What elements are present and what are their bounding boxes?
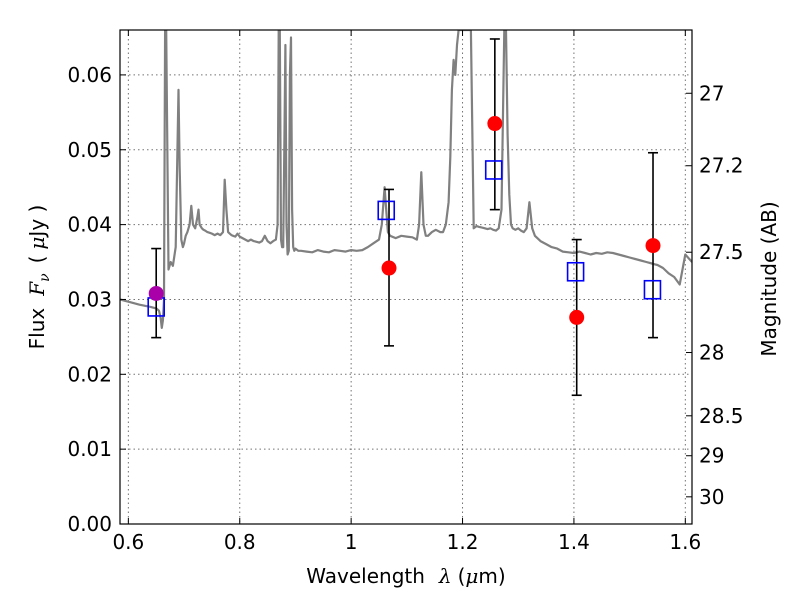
model-band-marker — [566, 261, 585, 282]
plot-frame — [119, 29, 693, 525]
y2-tick-label: 30 — [699, 485, 724, 509]
y-tick-label: 0.06 — [67, 63, 112, 87]
axis-ticks: 0.6 0.8 1 1.2 1.4 1.6 0.00 0.01 0.02 0.03 0.04 0.05… — [67, 30, 744, 554]
x-tick-label: 1 — [345, 530, 358, 554]
y-axis-label: FluxFν(μJy ) — [25, 205, 53, 350]
model-band-marker — [377, 200, 396, 221]
x-tick-label: 1.6 — [669, 530, 701, 554]
x-tick-label: 1.4 — [558, 530, 590, 554]
y-tick-label: 0.05 — [67, 138, 112, 162]
y2-tick-label: 28.5 — [699, 404, 744, 428]
x-tick-label: 1.2 — [447, 530, 479, 554]
x-tick-label: 0.6 — [112, 530, 144, 554]
observed-point — [487, 116, 503, 132]
observed-point — [569, 309, 585, 325]
y2-tick-label: 27 — [699, 81, 724, 105]
x-axis-label: Wavelength λ (μm) — [306, 564, 505, 588]
spectrum-line — [120, 30, 692, 329]
model-band-marker — [643, 279, 662, 300]
y-tick-label: 0.04 — [67, 213, 112, 237]
y2-tick-label: 27.5 — [699, 240, 744, 264]
model-band-marker — [484, 160, 503, 180]
observed-point — [645, 238, 661, 254]
x-tick-label: 0.8 — [224, 530, 256, 554]
y-tick-label: 0.02 — [67, 362, 112, 386]
observed-point — [381, 260, 397, 276]
y-tick-label: 0.00 — [67, 512, 112, 536]
y2-axis-label: Magnitude (AB) — [757, 201, 781, 356]
y2-tick-label: 27.2 — [699, 154, 744, 178]
detection-point — [148, 285, 164, 301]
y2-tick-label: 29 — [699, 444, 724, 468]
y2-tick-label: 28 — [699, 341, 724, 365]
grid — [120, 30, 692, 524]
y-tick-label: 0.03 — [67, 287, 112, 311]
y-tick-label: 0.01 — [67, 437, 112, 461]
model-spectrum — [120, 30, 692, 329]
data-points — [147, 116, 662, 325]
